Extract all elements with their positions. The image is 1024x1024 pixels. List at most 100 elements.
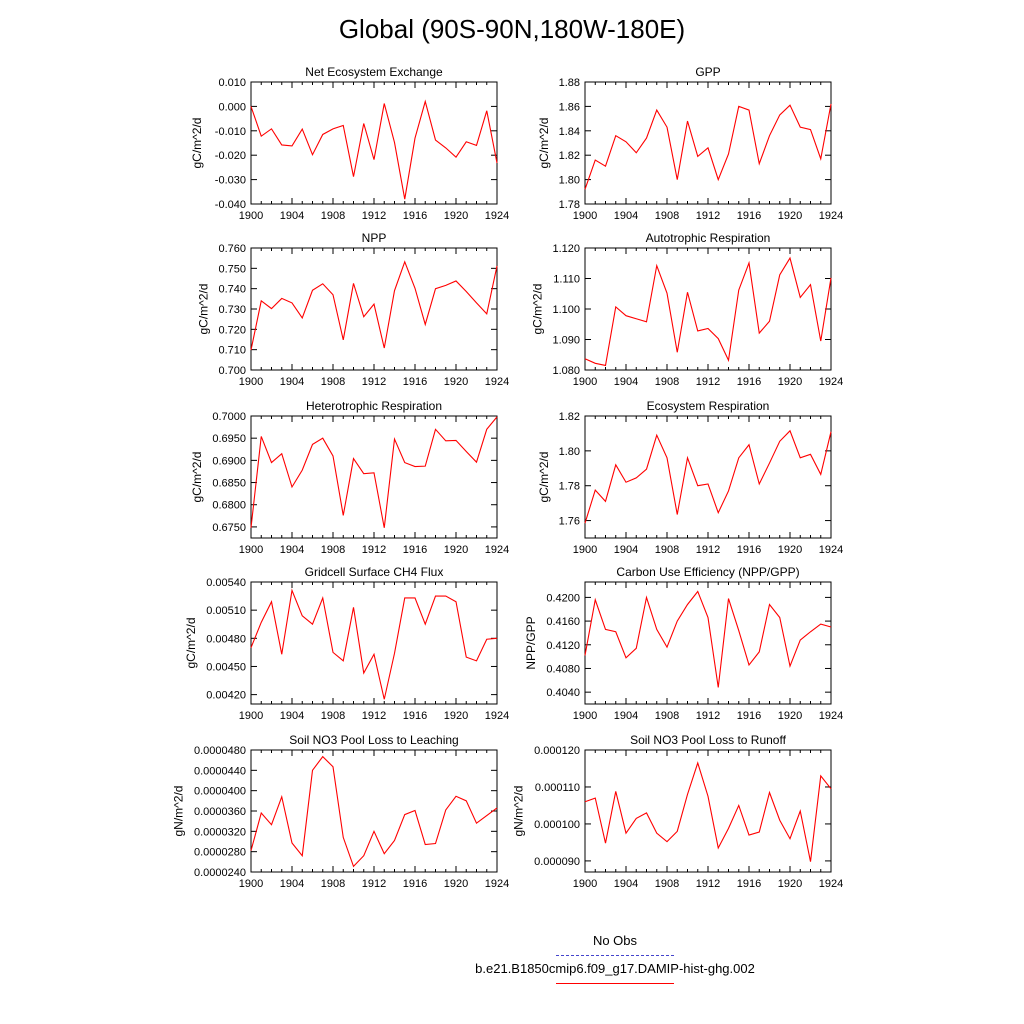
plot-frame (250, 749, 498, 873)
series-line (584, 103, 832, 190)
x-tick-label: 1904 (280, 878, 304, 890)
x-tick-label: 1920 (444, 710, 468, 722)
x-tick-label: 1920 (778, 544, 802, 556)
y-tick-label: -0.010 (215, 126, 246, 138)
y-tick-label: 0.0000400 (194, 786, 246, 798)
x-tick-label: 1908 (321, 710, 345, 722)
y-tick-label: 0.7000 (212, 411, 246, 423)
y-tick-label: 0.000110 (535, 782, 580, 794)
chart-panel: NPP 1900 1904 1908 1912 1916 1920 1924 0.700 0.71… (197, 231, 510, 388)
x-tick-label: 1908 (655, 878, 679, 890)
x-tick-label: 1912 (696, 210, 720, 222)
y-tick-label: 1.82 (559, 411, 580, 423)
x-tick-label: 1916 (403, 710, 427, 722)
x-tick-label: 1916 (403, 544, 427, 556)
x-tick-label: 1900 (573, 710, 597, 722)
y-tick-label: 0.6800 (212, 500, 246, 512)
x-tick-label: 1904 (280, 710, 304, 722)
x-tick-label: 1924 (819, 710, 843, 722)
x-tick-label: 1900 (573, 544, 597, 556)
legend-model-label: b.e21.B1850cmip6.f09_g17.DAMIP-hist-ghg.… (475, 961, 755, 976)
legend-model-line (556, 983, 674, 984)
y-tick-label: 1.100 (552, 304, 580, 316)
plot-frame (250, 247, 498, 371)
y-tick-label: 1.82 (559, 150, 580, 162)
x-tick-label: 1900 (239, 210, 263, 222)
y-tick-label: 0.6750 (212, 522, 246, 534)
x-tick-label: 1908 (321, 544, 345, 556)
y-axis-label: gC/m^2/d (537, 452, 551, 503)
plot-frame (250, 81, 498, 205)
x-tick-label: 1912 (696, 376, 720, 388)
plot-frame (584, 247, 832, 371)
y-tick-label: 1.88 (559, 77, 580, 89)
x-tick-label: 1920 (444, 544, 468, 556)
plot-frame (584, 415, 832, 539)
x-tick-label: 1904 (614, 544, 638, 556)
panel-title: Heterotrophic Respiration (306, 399, 442, 413)
series-line (250, 588, 498, 700)
y-tick-label: 1.86 (559, 101, 580, 113)
panel-title: Net Ecosystem Exchange (305, 65, 443, 79)
series-line (584, 761, 832, 862)
y-tick-label: 0.720 (218, 324, 246, 336)
x-tick-label: 1916 (737, 376, 761, 388)
x-tick-label: 1904 (280, 376, 304, 388)
x-tick-label: 1912 (696, 878, 720, 890)
x-tick-label: 1908 (655, 544, 679, 556)
y-axis-label: gC/m^2/d (531, 284, 545, 335)
plot-frame (584, 581, 832, 705)
x-tick-label: 1920 (778, 376, 802, 388)
y-tick-label: 0.00420 (206, 690, 246, 702)
y-tick-label: 1.110 (553, 274, 580, 286)
y-tick-label: 0.710 (218, 345, 246, 357)
x-tick-label: 1920 (778, 710, 802, 722)
panel-title: Gridcell Surface CH4 Flux (305, 565, 444, 579)
y-axis-label: gC/m^2/d (190, 118, 204, 169)
chart-panel: Autotrophic Respiration 1900 1904 1908 1912 1… (531, 231, 844, 388)
panel-title: GPP (695, 65, 720, 79)
chart-panel: GPP 1900 1904 1908 1912 1916 1920 1924 1.78 1.80 1… (537, 65, 843, 222)
y-tick-label: 0.00480 (206, 633, 246, 645)
y-tick-label: 1.76 (559, 516, 580, 528)
y-tick-label: 0.0000440 (194, 765, 246, 777)
y-tick-label: 1.80 (559, 446, 580, 458)
series-line (584, 429, 832, 524)
x-tick-label: 1904 (280, 544, 304, 556)
x-tick-label: 1920 (444, 210, 468, 222)
panel-title: NPP (362, 231, 387, 245)
panel-title: Soil NO3 Pool Loss to Leaching (289, 733, 458, 747)
series-line (584, 590, 832, 688)
y-tick-label: 0.4200 (546, 592, 580, 604)
x-tick-label: 1916 (737, 210, 761, 222)
chart-panel: Heterotrophic Respiration 1900 1904 1908 191… (190, 399, 509, 556)
x-tick-label: 1920 (778, 210, 802, 222)
y-tick-label: 0.0000280 (194, 847, 246, 859)
y-tick-label: 0.6950 (212, 433, 246, 445)
x-tick-label: 1904 (614, 878, 638, 890)
series-line (584, 256, 832, 367)
x-tick-label: 1900 (239, 710, 263, 722)
y-tick-label: 0.0000360 (194, 806, 246, 818)
y-tick-label: 0.6900 (212, 455, 246, 467)
panel-title: Soil NO3 Pool Loss to Runoff (630, 733, 787, 747)
x-tick-label: 1912 (362, 544, 386, 556)
series-line (250, 99, 498, 200)
x-tick-label: 1920 (444, 376, 468, 388)
y-tick-label: -0.020 (215, 150, 246, 162)
x-tick-label: 1912 (362, 376, 386, 388)
y-axis-label: gC/m^2/d (190, 452, 204, 503)
series-line (250, 755, 498, 868)
chart-panel: Carbon Use Efficiency (NPP/GPP) 1900 1904 1… (524, 565, 843, 722)
y-tick-label: 0.760 (218, 243, 246, 255)
x-tick-label: 1924 (485, 376, 509, 388)
chart-panel: Soil NO3 Pool Loss to Leaching 1900 1904 19… (171, 733, 509, 890)
y-tick-label: 0.010 (218, 77, 246, 89)
x-tick-label: 1912 (362, 210, 386, 222)
y-tick-label: 0.000100 (534, 819, 580, 831)
x-tick-label: 1900 (573, 376, 597, 388)
x-tick-label: 1912 (362, 710, 386, 722)
y-tick-label: 0.4080 (546, 663, 580, 675)
x-tick-label: 1916 (737, 544, 761, 556)
